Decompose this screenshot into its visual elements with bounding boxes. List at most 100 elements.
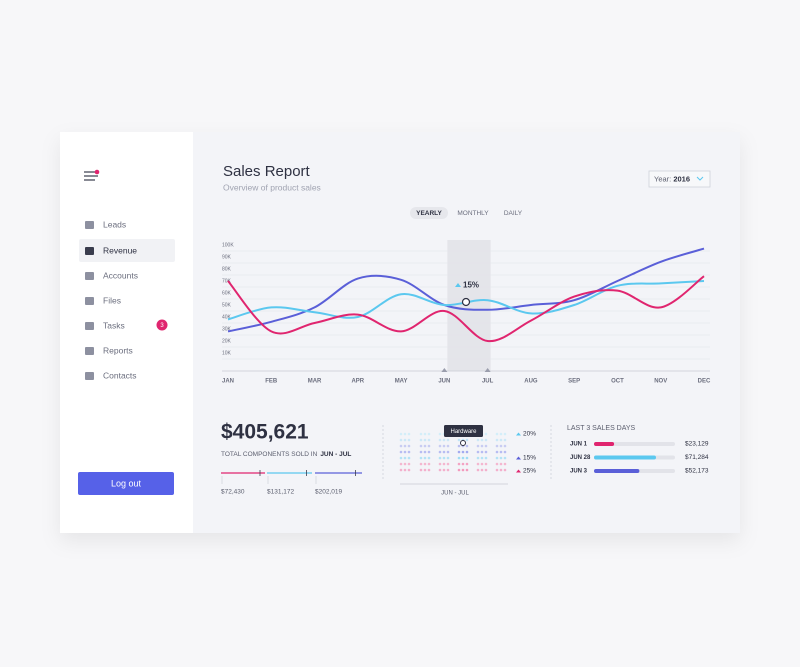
matrix-dot (457, 456, 461, 460)
matrix-dot (499, 456, 503, 460)
matrix-dot (484, 432, 488, 436)
y-tick-label: 20K (222, 338, 232, 344)
matrix-dot (465, 468, 469, 472)
matrix-dot (446, 438, 450, 442)
matrix-dot (495, 450, 499, 454)
caption-text: TOTAL COMPONENTS SOLD IN (221, 451, 318, 458)
matrix-dot (461, 468, 465, 472)
tooltip: Hardware (450, 429, 477, 435)
year-select-label[interactable]: Year: 2016 (654, 174, 690, 183)
band-marker (441, 368, 448, 372)
matrix-dot (476, 438, 480, 442)
nav-label[interactable]: Accounts (103, 270, 138, 280)
page-subtitle: Overview of product sales (223, 182, 321, 192)
matrix-dot (495, 438, 499, 442)
matrix-dot (476, 462, 480, 466)
matrix-dot (480, 462, 484, 466)
matrix-dot (495, 468, 499, 472)
segment-label: $202,019 (315, 489, 342, 496)
matrix-dot (446, 468, 450, 472)
tab[interactable]: YEARLY (416, 210, 442, 217)
legend-arrow (516, 432, 521, 436)
x-tick-label: DEC (698, 379, 711, 385)
nav-label[interactable]: Reports (103, 345, 133, 355)
total: $405,621 (221, 421, 309, 444)
menu-icon[interactable] (84, 169, 100, 181)
matrix-dot (465, 462, 469, 466)
matrix-dot (423, 444, 427, 448)
year-label: Year: (654, 174, 671, 183)
matrix-dot (499, 462, 503, 466)
nav-icon (85, 347, 94, 355)
matrix-dot (476, 444, 480, 448)
x-tick-label: MAR (308, 379, 322, 385)
matrix-dot (423, 462, 427, 466)
matrix-dot (438, 432, 442, 436)
nav-label[interactable]: Files (103, 295, 121, 305)
matrix-dot (480, 450, 484, 454)
matrix-dot (480, 438, 484, 442)
matrix-dot (403, 462, 407, 466)
x-tick-label: APR (351, 379, 364, 385)
matrix-dot (427, 462, 431, 466)
y-tick-label: 100K (222, 242, 234, 248)
matrix-dot (442, 450, 446, 454)
nav-label[interactable]: Leads (103, 219, 126, 229)
matrix-dot (503, 468, 507, 472)
tab[interactable]: MONTHLY (457, 210, 489, 217)
bar (594, 469, 640, 473)
matrix-dot (438, 450, 442, 454)
hover-point[interactable] (461, 297, 471, 307)
matrix-dot (446, 456, 450, 460)
y-tick-label: 70K (222, 278, 232, 284)
tab[interactable]: DAILY (504, 210, 523, 217)
matrix-dot (399, 432, 403, 436)
nav-label[interactable]: Tasks (103, 320, 125, 330)
matrix-dot (419, 450, 423, 454)
matrix-dot (461, 456, 465, 460)
logout-button[interactable] (78, 472, 174, 495)
matrix-dot (465, 456, 469, 460)
matrix-dot (442, 462, 446, 466)
legend-arrow (516, 469, 521, 473)
bar (594, 455, 656, 460)
matrix-dot (438, 438, 442, 442)
y-tick-label: 30K (222, 326, 232, 332)
last-days-title: LAST 3 SALES DAYS (567, 425, 636, 432)
x-tick-label: FEB (265, 379, 278, 385)
logout-label[interactable]: Log out (111, 478, 142, 488)
matrix-dot (446, 444, 450, 448)
matrix-dot (457, 462, 461, 466)
series-line (227, 275, 705, 343)
nav-label[interactable]: Revenue (103, 245, 137, 255)
matrix-dot (427, 450, 431, 454)
y-tick-label: 50K (222, 302, 232, 308)
matrix-dot (399, 456, 403, 460)
legend-arrow (516, 456, 521, 460)
annotation: 15% (463, 281, 479, 290)
page-title: Sales Report (223, 163, 311, 180)
nav-icon (85, 247, 94, 255)
nav-label[interactable]: Contacts (103, 370, 137, 380)
active-nav-bg (79, 239, 175, 262)
matrix-dot (442, 444, 446, 448)
matrix-dot (419, 438, 423, 442)
matrix-dot (484, 462, 488, 466)
matrix-dot (503, 438, 507, 442)
up-arrow (455, 283, 461, 287)
legend-label: 15% (523, 455, 536, 462)
x-tick-label: MAY (395, 379, 408, 385)
matrix-dot (419, 444, 423, 448)
matrix-dot (484, 444, 488, 448)
matrix-dot (427, 438, 431, 442)
matrix-dot (499, 450, 503, 454)
tab-active-bg (410, 207, 448, 219)
year-select[interactable] (648, 170, 711, 188)
matrix-dot (457, 444, 461, 448)
matrix-dot (461, 450, 465, 454)
matrix-dot (423, 456, 427, 460)
y-tick-label: 90K (222, 254, 232, 260)
matrix-dot (419, 456, 423, 460)
matrix-dot (403, 468, 407, 472)
